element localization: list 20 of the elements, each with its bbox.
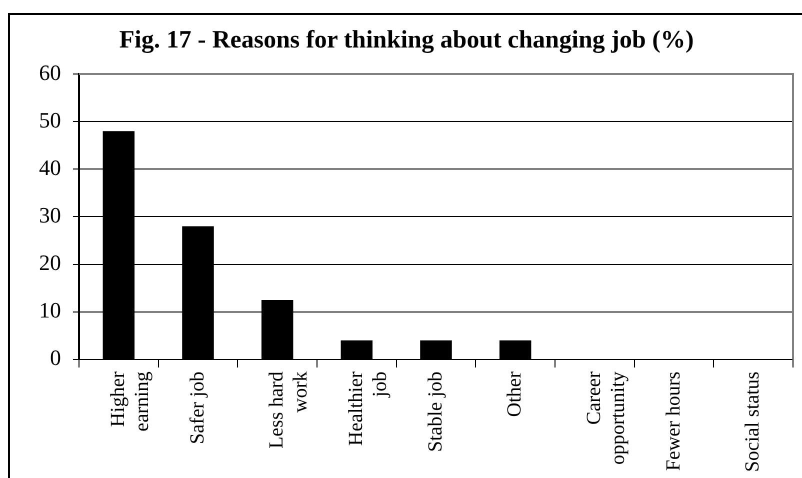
x-tick-label: Safer job xyxy=(186,371,208,444)
x-tick-label: Less hard work xyxy=(266,371,312,449)
x-tick-label: Healthier job xyxy=(344,371,391,446)
x-tick-label: Stable job xyxy=(424,371,446,452)
x-tick-label: Higher earning xyxy=(106,371,153,432)
y-tick-label: 60 xyxy=(39,60,61,85)
y-tick-label: 30 xyxy=(39,202,61,228)
x-tick-label: Career opportunity xyxy=(582,371,629,465)
y-tick-label: 10 xyxy=(39,298,61,323)
y-tick-label: 20 xyxy=(39,250,61,276)
x-tick-label: Fewer hours xyxy=(662,371,684,471)
bar xyxy=(499,340,532,359)
x-tick-label: Social status xyxy=(742,371,764,472)
y-tick-label: 50 xyxy=(39,107,61,132)
chart-title: Fig. 17 - Reasons for thinking about changing job (%) xyxy=(119,26,694,54)
y-tick-label: 40 xyxy=(39,154,61,180)
bar xyxy=(340,340,373,359)
bar xyxy=(420,340,452,359)
x-tick-label: Other xyxy=(504,371,526,417)
y-tick-label: 0 xyxy=(50,345,61,370)
